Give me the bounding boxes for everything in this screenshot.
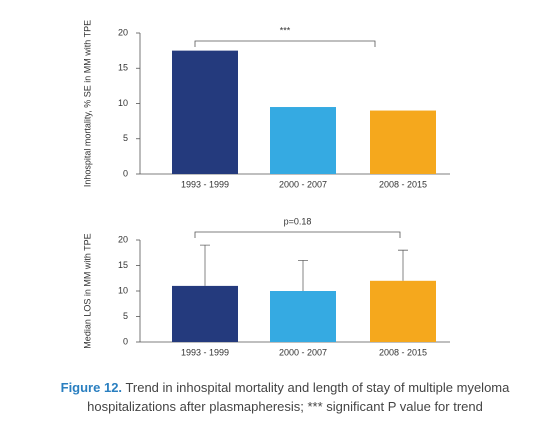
significance-bracket <box>194 40 376 47</box>
y-axis-title: Inhospital mortality, % SE in MM with TP… <box>82 20 92 187</box>
bar <box>172 50 238 174</box>
y-tick-label: 15 <box>118 63 128 73</box>
bar <box>370 110 436 174</box>
y-tick-label: 5 <box>123 133 128 143</box>
caption-text: Trend in inhospital mortality and length… <box>87 380 510 414</box>
caption: Figure 12. Trend in inhospital mortality… <box>20 378 550 416</box>
y-tick-label: 10 <box>118 285 128 295</box>
bar <box>270 291 336 342</box>
y-tick-label: 0 <box>123 336 128 346</box>
y-tick-label: 20 <box>118 27 128 37</box>
annotation: *** <box>280 25 291 35</box>
x-tick-label: 2000 - 2007 <box>279 347 327 357</box>
y-tick-label: 15 <box>118 260 128 270</box>
bar <box>370 280 436 342</box>
y-tick-label: 5 <box>123 311 128 321</box>
x-tick-label: 2008 - 2015 <box>379 347 427 357</box>
error-bar <box>200 244 210 286</box>
y-tick-label: 0 <box>123 168 128 178</box>
bar <box>270 107 336 174</box>
annotation: p=0.18 <box>284 216 312 226</box>
bar <box>172 285 238 342</box>
significance-bracket <box>194 231 401 238</box>
caption-label: Figure 12. <box>60 380 123 395</box>
y-axis-title: Median LOS in MM with TPE <box>82 233 92 348</box>
x-tick-label: 1993 - 1999 <box>181 347 229 357</box>
error-bar <box>398 249 408 281</box>
y-tick-label: 20 <box>118 234 128 244</box>
chart: Inhospital mortality, % SE in MM with TP… <box>82 20 450 357</box>
x-tick-label: 2000 - 2007 <box>279 179 327 189</box>
x-tick-label: 2008 - 2015 <box>379 179 427 189</box>
error-bar <box>298 260 308 291</box>
y-tick-label: 10 <box>118 98 128 108</box>
x-tick-label: 1993 - 1999 <box>181 179 229 189</box>
